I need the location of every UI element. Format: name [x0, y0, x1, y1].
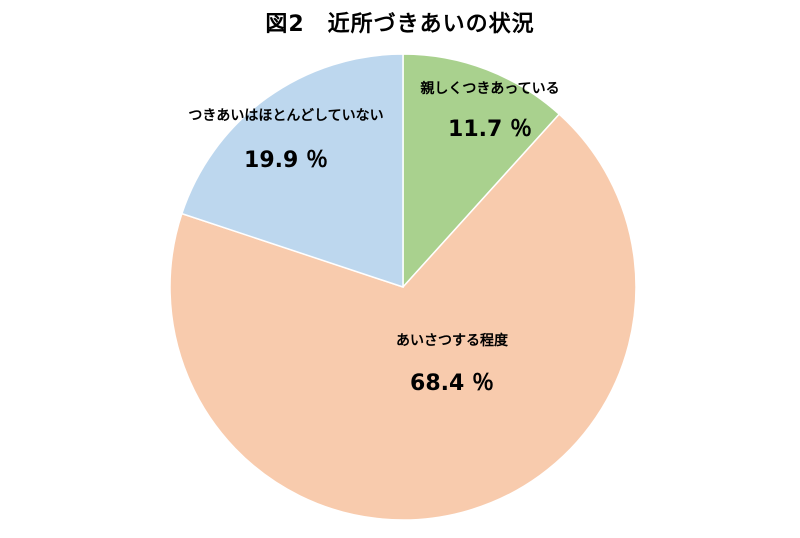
slice-label-2: あいさつする程度 — [396, 332, 509, 349]
pie-slice-2 — [169, 113, 637, 521]
slice-value-2: 68.4 ％ — [410, 371, 494, 396]
pie-slice-1 — [402, 53, 561, 289]
slice-value-3: 19.9 ％ — [244, 148, 328, 173]
slice-label-1: 親しくつきあっている — [420, 80, 559, 97]
slice-value-1: 11.7 ％ — [448, 117, 532, 142]
chart-title: 図2 近所づきあいの状況 — [265, 12, 535, 37]
slice-label-3: つきあいはほとんどしていない — [188, 108, 383, 124]
pie-slice-3 — [180, 53, 404, 289]
pie-slices — [169, 53, 637, 521]
pie-labels: 親しくつきあっている 11.7 ％ あいさつする程度 68.4 ％ つきあいはほとんどし… — [188, 80, 559, 396]
